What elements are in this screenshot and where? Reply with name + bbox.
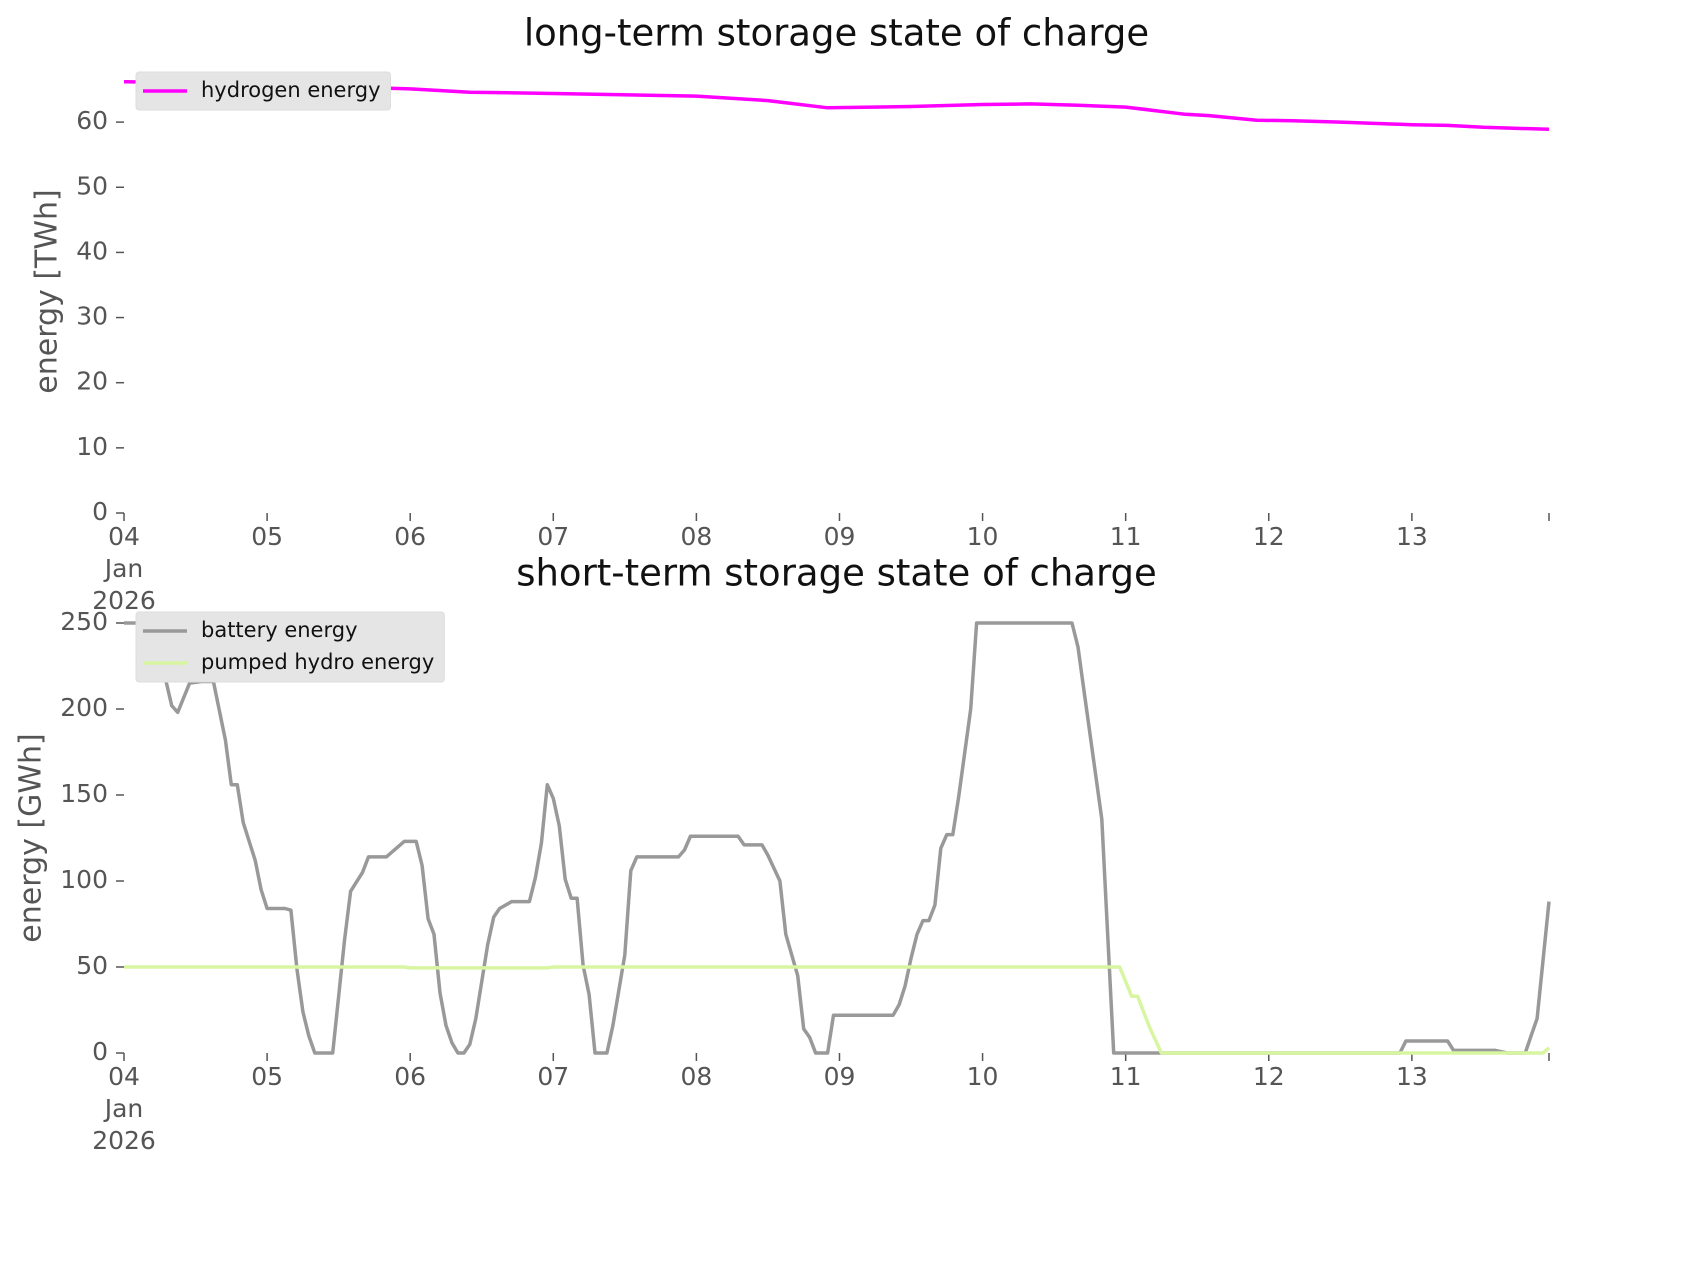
y-tick-label: 30 [76, 302, 108, 331]
series-line [124, 621, 1551, 1055]
y-tick-label: 100 [60, 865, 108, 894]
y-tick-label: 150 [60, 779, 108, 808]
y-axis-label: energy [TWh] [30, 189, 65, 393]
y-tick-label: 10 [76, 432, 108, 461]
chart-title: long-term storage state of charge [524, 12, 1149, 55]
y-tick-label: 50 [76, 951, 108, 980]
series-line [124, 965, 1551, 1055]
legend-box [135, 71, 391, 111]
y-tick-label: 0 [92, 1037, 108, 1066]
y-tick-label: 60 [76, 106, 108, 135]
y-axis-label: energy [GWh] [14, 733, 49, 942]
x-tick-label: 12 [1253, 522, 1285, 551]
legend-label: battery energy [201, 618, 358, 642]
x-tick-label: 10 [967, 1062, 999, 1091]
x-tick-label: 07 [537, 522, 569, 551]
legend-label: pumped hydro energy [201, 650, 434, 674]
y-tick-label: 200 [60, 693, 108, 722]
series-line [123, 79, 1550, 132]
y-tick-label: 250 [60, 607, 108, 636]
legend: hydrogen energy [135, 71, 391, 111]
legend-box [135, 611, 445, 683]
legend: battery energy pumped hydro energy [135, 611, 445, 683]
y-tick-label: 40 [76, 236, 108, 265]
y-tick-label: 0 [92, 497, 108, 526]
x-tick-label: 08 [680, 1062, 712, 1091]
x-tick-label: 12 [1253, 1062, 1285, 1091]
x-tick-label: 06 [394, 522, 426, 551]
x-tick-label: 09 [824, 522, 856, 551]
x-tick-label: 13 [1396, 1062, 1428, 1091]
x-tick-label: 04 Jan 2026 [92, 522, 156, 615]
x-tick-label: 11 [1110, 1062, 1142, 1091]
x-tick-label: 05 [251, 522, 283, 551]
x-tick-label: 05 [251, 1062, 283, 1091]
x-tick-label: 08 [680, 522, 712, 551]
x-tick-label: 11 [1110, 522, 1142, 551]
legend-label: hydrogen energy [201, 78, 381, 102]
x-tick-label: 13 [1396, 522, 1428, 551]
x-tick-label: 04 Jan 2026 [92, 1062, 156, 1155]
y-tick-label: 20 [76, 367, 108, 396]
y-tick-label: 50 [76, 171, 108, 200]
x-tick-label: 10 [967, 522, 999, 551]
x-tick-label: 06 [394, 1062, 426, 1091]
x-tick-label: 09 [824, 1062, 856, 1091]
chart-title: short-term storage state of charge [516, 552, 1157, 595]
x-tick-label: 07 [537, 1062, 569, 1091]
